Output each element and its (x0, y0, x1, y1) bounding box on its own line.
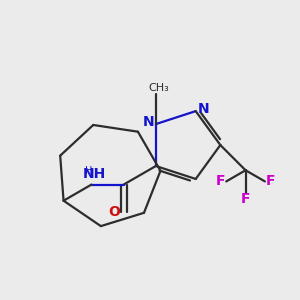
Text: N: N (142, 115, 154, 129)
Text: F: F (266, 174, 276, 188)
Text: F: F (241, 191, 250, 206)
Text: H: H (85, 166, 93, 176)
Text: N: N (197, 102, 209, 116)
Text: CH₃: CH₃ (148, 83, 169, 93)
Text: O: O (108, 205, 120, 219)
Text: NH: NH (82, 167, 106, 181)
Text: F: F (216, 174, 225, 188)
